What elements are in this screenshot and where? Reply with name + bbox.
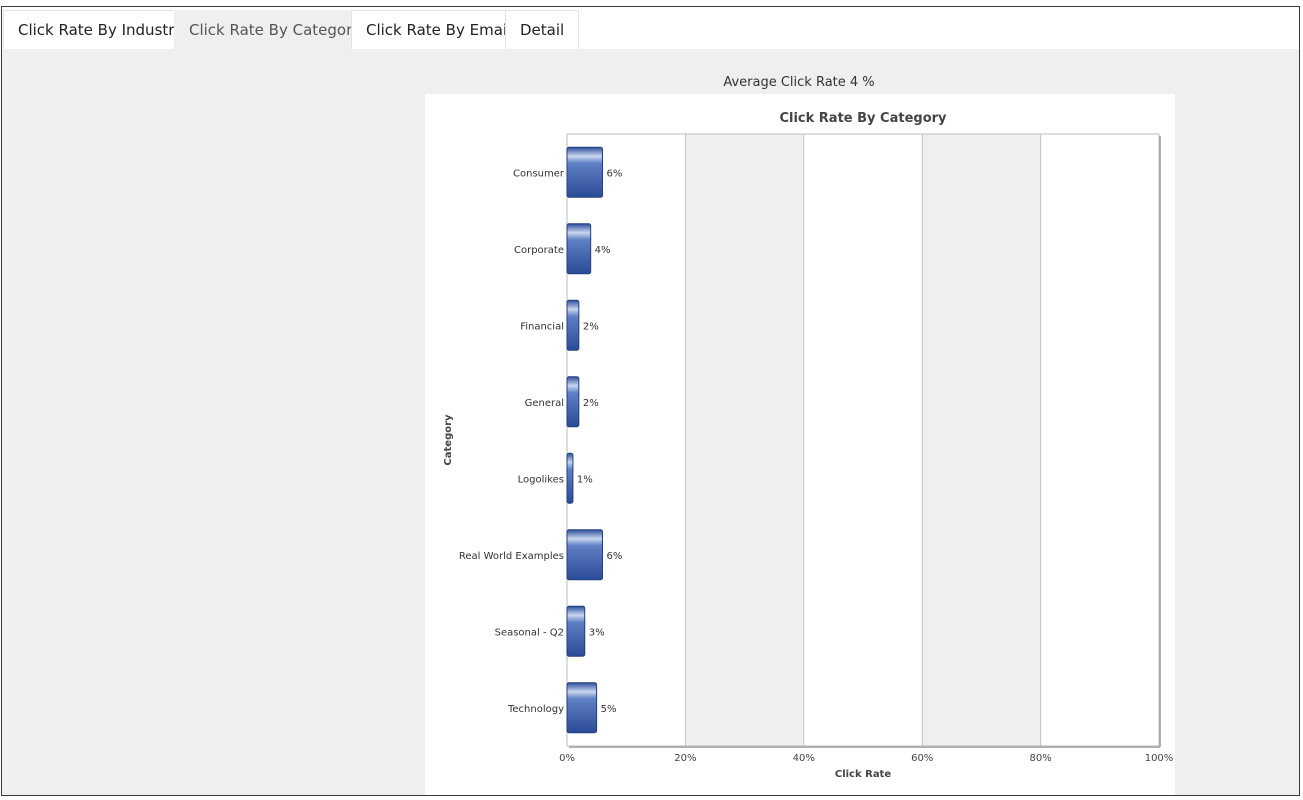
x-tick-label: 40%	[793, 753, 815, 764]
tab-click-rate-by-email[interactable]: Click Rate By Email	[351, 10, 527, 49]
x-tick-label: 0%	[559, 753, 575, 764]
bar	[566, 605, 586, 657]
plot-area	[566, 133, 1160, 747]
y-axis-label: Category	[443, 414, 454, 466]
bar	[566, 682, 598, 734]
x-tick-label: 60%	[911, 753, 933, 764]
chart-title: Click Rate By Category	[779, 111, 947, 126]
data-label: 1%	[577, 474, 593, 485]
bar	[566, 452, 574, 504]
bar	[566, 376, 580, 428]
grid-band	[685, 134, 804, 746]
tab-bar: Click Rate By Industry Click Rate By Cat…	[2, 7, 1299, 49]
bar	[566, 299, 580, 351]
data-label: 6%	[607, 168, 623, 179]
app-window: Click Rate By Industry Click Rate By Cat…	[1, 6, 1300, 796]
data-label: 2%	[583, 398, 599, 409]
bar	[566, 529, 604, 581]
data-label: 3%	[589, 627, 605, 638]
grid-band	[922, 134, 1041, 746]
tab-click-rate-by-industry[interactable]: Click Rate By Industry	[3, 10, 199, 49]
category-label: Technology	[507, 704, 564, 715]
data-label: 6%	[607, 551, 623, 562]
chart-panel: Click Rate By Category 0% 20% 40% 60% 80% 100%…	[425, 94, 1175, 795]
tab-detail[interactable]: Detail	[505, 10, 580, 49]
bar-chart: Click Rate By Category 0% 20% 40% 60% 80% 100%…	[443, 111, 1174, 780]
bar	[566, 223, 592, 275]
data-label: 5%	[601, 704, 617, 715]
x-axis-label: Click Rate	[835, 769, 891, 780]
category-label: Logolikes	[518, 474, 564, 485]
x-tick-label: 100%	[1145, 753, 1174, 764]
tab-click-rate-by-category[interactable]: Click Rate By Category	[174, 10, 377, 49]
category-label: General	[525, 398, 564, 409]
data-label: 2%	[583, 321, 599, 332]
category-label: Real World Examples	[459, 551, 564, 562]
average-click-rate-label: Average Click Rate 4 %	[723, 75, 875, 90]
category-label: Consumer	[513, 168, 565, 179]
category-label: Seasonal - Q2	[495, 627, 564, 638]
x-tick-label: 20%	[674, 753, 696, 764]
x-tick-label: 80%	[1029, 753, 1051, 764]
data-label: 4%	[595, 245, 611, 256]
category-label: Corporate	[514, 245, 564, 256]
bar	[566, 146, 604, 198]
category-label: Financial	[520, 321, 564, 332]
